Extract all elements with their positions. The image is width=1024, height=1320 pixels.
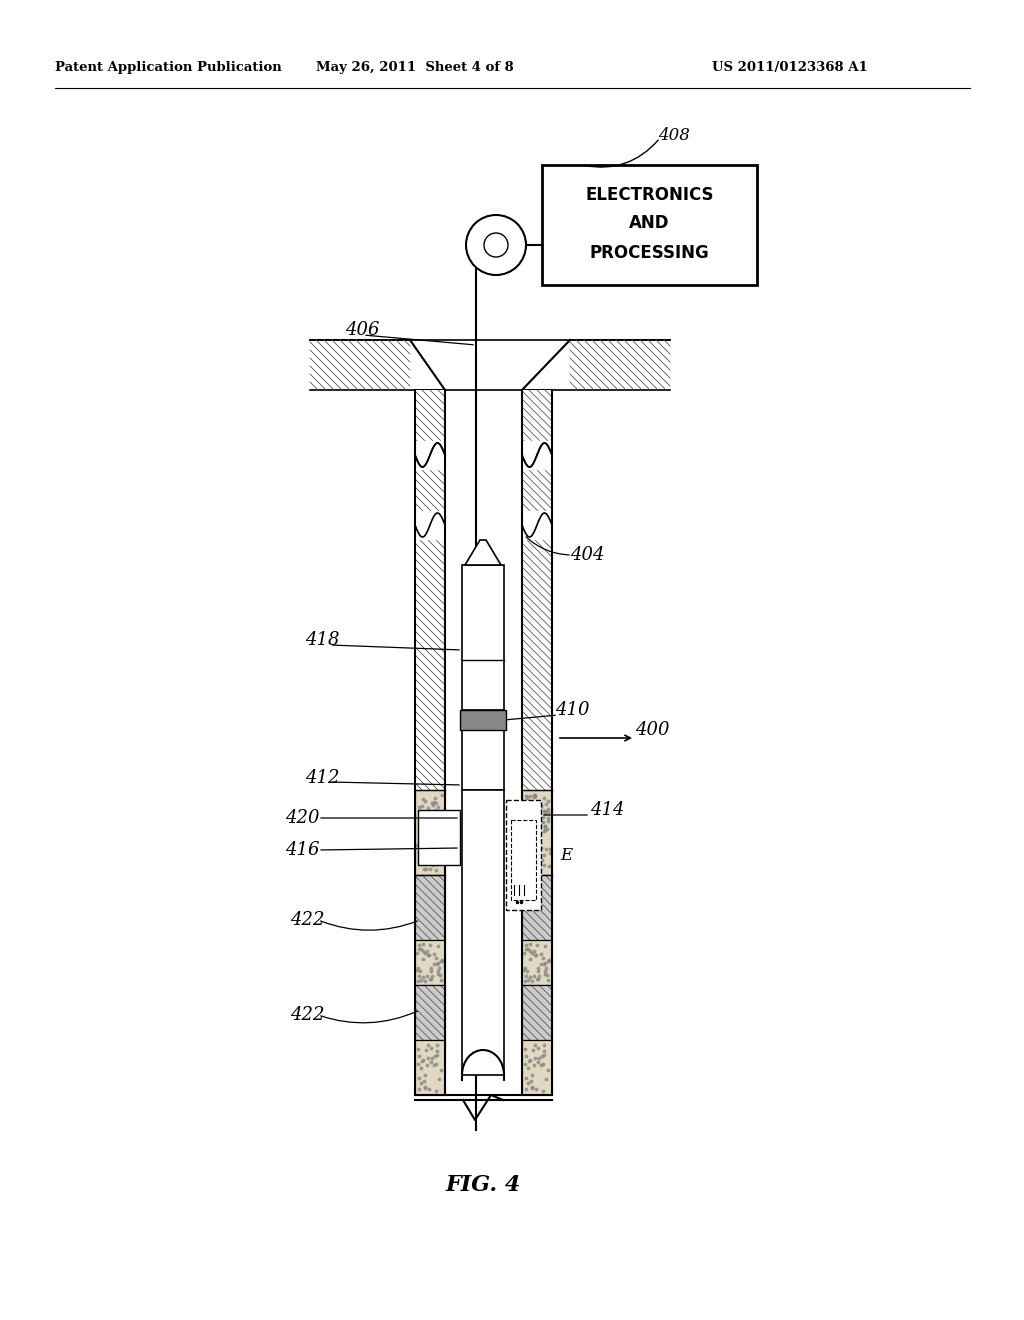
Bar [522,985,552,1040]
Bar [511,820,536,900]
Text: AND: AND [630,214,670,232]
Bar [522,389,552,1096]
Bar [460,710,506,730]
Text: 410: 410 [555,701,590,719]
Bar [418,810,460,865]
Polygon shape [465,540,501,565]
Text: E: E [560,846,572,863]
Bar [310,341,410,389]
Text: 422: 422 [290,1006,325,1024]
Bar [415,875,445,940]
Bar [415,389,445,1096]
Text: FIG. 4: FIG. 4 [445,1173,520,1196]
Bar [542,165,757,285]
Bar [415,940,445,985]
Text: 412: 412 [305,770,340,787]
Text: 408: 408 [658,127,690,144]
Text: US 2011/0123368 A1: US 2011/0123368 A1 [712,62,868,74]
Bar [462,565,504,710]
Bar [522,389,552,1096]
Bar [415,875,445,940]
Bar [570,341,670,389]
Text: ELECTRONICS: ELECTRONICS [586,186,714,205]
Bar [570,341,670,389]
Text: May 26, 2011  Sheet 4 of 8: May 26, 2011 Sheet 4 of 8 [316,62,514,74]
Text: 414: 414 [590,801,625,818]
Bar [415,789,445,875]
Bar [415,1040,445,1096]
Circle shape [484,234,508,257]
Text: 406: 406 [345,321,380,339]
Bar [522,985,552,1040]
Bar [462,789,504,1074]
Bar [415,389,445,1096]
Text: Patent Application Publication: Patent Application Publication [55,62,282,74]
Text: 422: 422 [290,911,325,929]
Bar [462,730,504,789]
Text: PROCESSING: PROCESSING [590,244,710,261]
Bar [415,985,445,1040]
Bar [522,875,552,940]
Text: 416: 416 [285,841,319,859]
Text: 404: 404 [570,546,604,564]
Bar [415,985,445,1040]
Bar [522,789,552,875]
Bar [506,800,541,909]
Text: 420: 420 [285,809,319,828]
Bar [522,1040,552,1096]
Bar [522,940,552,985]
Text: 418: 418 [305,631,340,649]
Circle shape [466,215,526,275]
Bar [522,875,552,940]
Text: 400: 400 [635,721,670,739]
Bar [310,341,410,389]
